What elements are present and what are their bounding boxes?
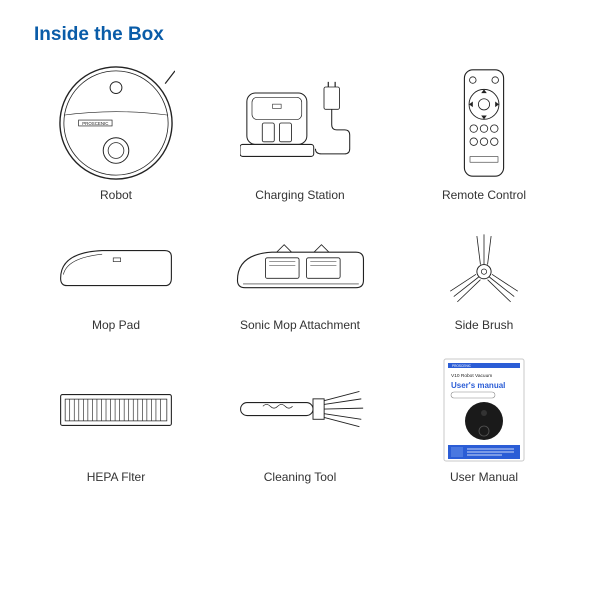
- side-brush-icon: [402, 230, 566, 308]
- item-label: Remote Control: [442, 188, 526, 202]
- item-hepa-filter: HEPA Flter: [34, 360, 198, 484]
- svg-text:User's manual: User's manual: [451, 381, 505, 390]
- item-label: Cleaning Tool: [264, 470, 337, 484]
- item-user-manual: PROSCENIC V10 Robot Vacuum User's manual…: [402, 360, 566, 484]
- item-label: User Manual: [450, 470, 518, 484]
- item-label: Robot: [100, 188, 132, 202]
- item-label: Mop Pad: [92, 318, 140, 332]
- svg-text:PROSCENIC: PROSCENIC: [82, 121, 109, 126]
- item-cleaning-tool: Cleaning Tool: [218, 360, 382, 484]
- item-remote-control: Remote Control: [402, 68, 566, 202]
- svg-text:V10 Robot Vacuum: V10 Robot Vacuum: [451, 373, 492, 379]
- charging-station-icon: [218, 68, 382, 178]
- mop-pad-icon: [34, 230, 198, 308]
- item-robot: PROSCENIC Robot: [34, 68, 198, 202]
- item-label: HEPA Flter: [87, 470, 145, 484]
- item-label: Charging Station: [255, 188, 344, 202]
- svg-text:PROSCENIC: PROSCENIC: [452, 364, 472, 368]
- cleaning-tool-icon: [218, 360, 382, 460]
- contents-grid: PROSCENIC Robot Charging Station: [34, 68, 566, 484]
- section-title: Inside the Box: [34, 24, 566, 46]
- item-charging-station: Charging Station: [218, 68, 382, 202]
- remote-control-icon: [402, 68, 566, 178]
- item-side-brush: Side Brush: [402, 230, 566, 332]
- item-label: Sonic Mop Attachment: [240, 318, 360, 332]
- robot-icon: PROSCENIC: [34, 68, 198, 178]
- item-mop-pad: Mop Pad: [34, 230, 198, 332]
- user-manual-icon: PROSCENIC V10 Robot Vacuum User's manual: [402, 360, 566, 460]
- item-sonic-mop: Sonic Mop Attachment: [218, 230, 382, 332]
- item-label: Side Brush: [455, 318, 514, 332]
- hepa-filter-icon: [34, 360, 198, 460]
- sonic-mop-icon: [218, 230, 382, 308]
